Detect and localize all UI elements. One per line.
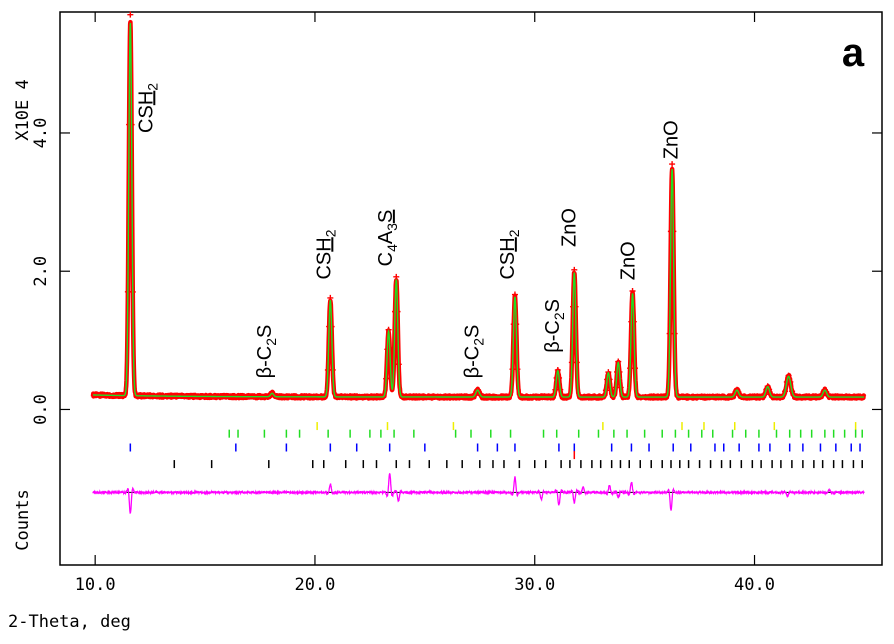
peak-annotation: β-C2S <box>542 299 567 353</box>
x-axis-label: 2-Theta, deg <box>8 612 131 632</box>
x-tick-label: 20.0 <box>294 575 335 595</box>
peak-annotation: CSH2 <box>313 229 338 279</box>
observed-point <box>785 372 792 379</box>
observed-point <box>327 294 334 301</box>
peak-annotation: β-C2S <box>462 325 487 379</box>
y-tick-label: 0.0 <box>31 394 51 425</box>
difference-trace <box>92 472 865 514</box>
peak-annotation: ZnO <box>558 208 580 247</box>
panel-label: a <box>842 31 865 75</box>
x-tick-label: 30.0 <box>514 575 555 595</box>
observed-point <box>511 291 518 298</box>
x-tick-label: 40.0 <box>734 575 775 595</box>
y-scale-note: X10E 4 <box>13 79 33 140</box>
marks-layer <box>60 11 882 565</box>
peak-annotation: ZnO <box>618 241 640 280</box>
observed-point <box>571 266 578 273</box>
text-layer: a X10E 4 Counts 2-Theta, deg 10.0 20.0 30.… <box>8 31 865 632</box>
y-tick-label: 4.0 <box>31 118 51 149</box>
peak-annotation: C4A3S <box>375 210 400 267</box>
x-tick-label: 10.0 <box>75 575 116 595</box>
observed-point <box>393 273 400 280</box>
calculated-trace <box>92 22 865 398</box>
peak-annotation: β-C2S <box>254 325 279 379</box>
observed-point <box>127 11 134 18</box>
peak-annotation: ZnO <box>661 120 683 159</box>
y-tick-label: 2.0 <box>31 256 51 287</box>
peak-annotation: CSH2 <box>135 83 160 133</box>
plot-frame <box>59 11 883 566</box>
peak-annotation: CSH2 <box>497 229 522 279</box>
observed-point <box>669 161 676 168</box>
observed-point <box>629 288 636 295</box>
y-axis-label: Counts <box>13 489 33 550</box>
